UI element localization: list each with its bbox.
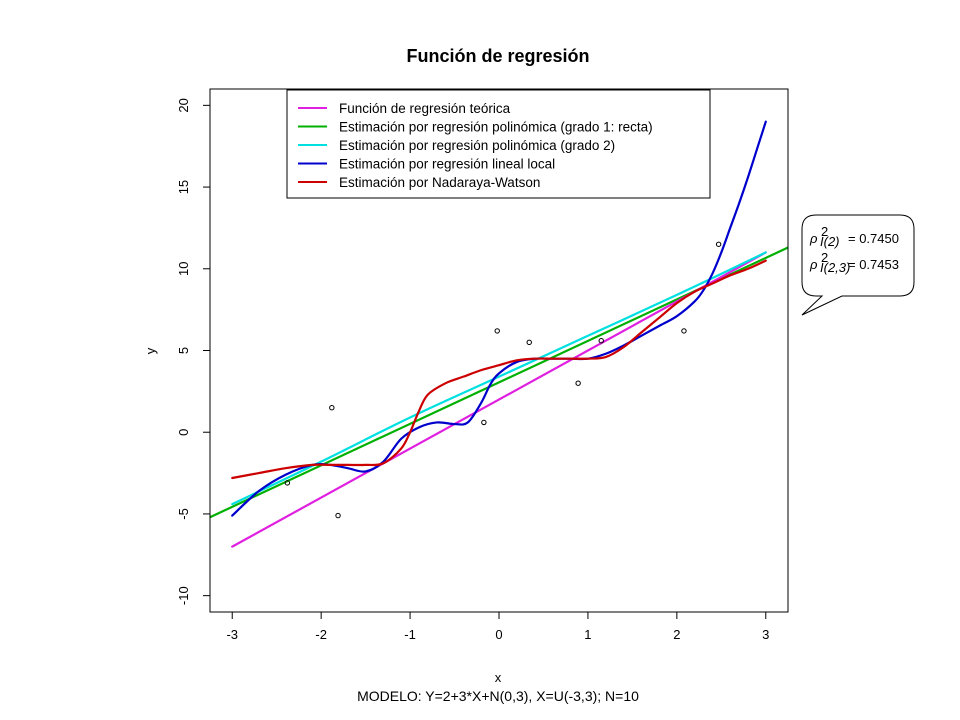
rho-superscript: 2: [821, 224, 828, 239]
r2-value: = 0.7450: [848, 231, 899, 246]
rho-superscript: 2: [821, 250, 828, 265]
rho-symbol: ρ: [809, 231, 818, 246]
y-tick-label: 15: [176, 180, 191, 194]
x-tick-label: 2: [673, 627, 680, 642]
data-point: [681, 328, 687, 334]
series-line-3: [231, 251, 767, 506]
legend-label: Función de regresión teórica: [339, 101, 511, 116]
data-point: [575, 380, 581, 386]
x-tick-label: 1: [584, 627, 591, 642]
x-tick-label: 3: [762, 627, 769, 642]
speech-bubble: [801, 214, 915, 316]
data-point: [335, 512, 341, 519]
legend-box: [286, 89, 711, 199]
data-point: [284, 480, 291, 486]
data-point: [598, 337, 604, 344]
series-layer: [210, 120, 788, 548]
legend-label: Estimación por regresión polinómica (gra…: [339, 120, 653, 135]
data-point: [715, 241, 722, 247]
series-line-1: [231, 251, 767, 548]
x-tick-label: -3: [226, 627, 238, 642]
legend-label: Estimación por Nadaraya-Watson: [339, 175, 540, 190]
rho-subscript: I(2): [820, 234, 840, 249]
y-tick-label: 10: [176, 262, 191, 276]
y-tick-label: -5: [176, 508, 191, 520]
points-layer: [284, 241, 722, 519]
x-tick-label: -2: [315, 627, 327, 642]
legend-label: Estimación por regresión lineal local: [339, 157, 555, 172]
data-point: [526, 339, 532, 346]
plot-frame: [209, 88, 789, 613]
y-tick-label: 5: [176, 347, 191, 354]
data-point: [481, 419, 487, 426]
rho-subscript: I(2,3): [820, 260, 850, 275]
data-point: [329, 405, 335, 411]
y-tick-label: 20: [176, 98, 191, 112]
r2-value: = 0.7453: [848, 257, 899, 272]
legend: Función de regresión teórica Estimación p…: [286, 89, 711, 199]
y-tick-label: -10: [176, 586, 191, 605]
series-line-5: [231, 259, 767, 480]
x-tick-label: -1: [404, 627, 416, 642]
y-axis-label: y: [143, 347, 158, 354]
model-subtitle: MODELO: Y=2+3*X+N(0,3), X=U(-3,3); N=10: [357, 688, 639, 704]
chart-title: Función de regresión: [406, 46, 589, 66]
x-axis-label: x: [495, 670, 502, 685]
y-tick-label: 0: [176, 429, 191, 436]
x-tick-label: 0: [495, 627, 502, 642]
legend-label: Estimación por regresión polinómica (gra…: [339, 138, 615, 153]
data-point: [494, 328, 500, 334]
rho-symbol: ρ: [809, 257, 818, 272]
